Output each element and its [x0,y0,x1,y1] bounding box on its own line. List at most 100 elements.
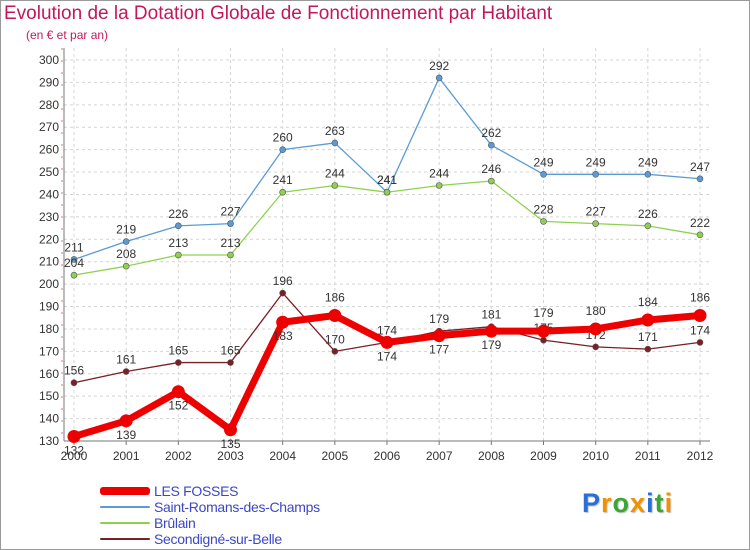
data-label: 179 [429,312,449,326]
data-label: 174 [690,323,710,337]
data-point [67,430,81,444]
data-point [70,379,78,387]
data-point [122,368,130,375]
data-label: 222 [690,216,710,230]
legend-swatch-brulain [100,522,150,524]
data-point [537,324,550,338]
data-point [227,251,234,259]
logo-letter: P [582,488,602,518]
chart-title: Evolution de la Dotation Globale de Fonc… [4,3,553,24]
data-label: 226 [638,207,658,221]
data-label: 246 [481,162,501,176]
logo-letter: i [664,488,674,518]
data-point [540,171,547,178]
data-point [592,343,599,351]
data-point [328,308,342,322]
data-label: 241 [377,173,397,187]
data-label: 181 [481,308,501,322]
legend-item-saint-romans: Saint-Romans-des-Champs [100,499,360,515]
data-label: 219 [116,223,136,237]
y-tick-label: 260 [39,143,59,157]
y-tick-label: 220 [39,232,59,246]
data-point [696,175,704,183]
data-point [227,359,234,366]
x-tick-label: 2002 [165,449,192,463]
data-point [641,313,655,327]
y-tick-label: 270 [39,120,59,134]
data-point [171,385,185,399]
data-point [644,171,652,178]
data-label: 165 [220,344,240,358]
chart-legend: LES FOSSES Saint-Romans-des-Champs Brûla… [100,483,360,547]
data-label: 161 [116,353,136,367]
data-label: 186 [325,290,345,304]
chart-subtitle: (en € et par an) [26,28,109,42]
data-label: 132 [64,444,84,458]
data-label: 213 [168,236,188,250]
x-tick-label: 2009 [530,449,557,463]
data-point [484,324,498,338]
data-label: 249 [533,155,553,169]
y-tick-label: 230 [39,210,59,224]
data-label: 226 [168,207,188,221]
x-tick-label: 2000 [61,449,88,463]
y-tick-label: 300 [39,53,59,67]
data-point [432,329,446,343]
data-point [122,238,130,245]
x-tick-label: 2003 [217,449,244,463]
data-point [540,336,547,344]
data-point [175,222,182,230]
data-point [380,335,394,349]
data-label: 156 [64,364,84,378]
data-label: 183 [273,329,293,343]
data-label: 241 [273,173,293,187]
data-point [331,182,339,189]
legend-swatch-secondigne [100,538,150,540]
data-point [70,256,78,263]
data-point [592,220,599,227]
data-label: 244 [429,167,449,181]
data-label: 227 [586,205,606,219]
data-label: 249 [586,155,606,169]
y-tick-label: 200 [39,277,59,291]
data-label: 152 [168,399,188,413]
x-tick-label: 2007 [426,449,453,463]
data-point [122,262,130,270]
y-tick-label: 190 [39,300,59,314]
legend-swatch-saint-romans [100,506,150,508]
x-tick-label: 2001 [113,449,140,463]
data-label: 171 [638,330,658,344]
data-label: 211 [64,240,83,254]
data-point [331,139,339,147]
data-point [696,339,704,346]
data-point [383,188,391,196]
data-point [279,188,286,196]
data-label: 241 [377,173,397,187]
y-tick-label: 290 [39,75,59,89]
data-point [488,141,495,149]
logo-letter: r [601,488,613,518]
x-tick-label: 2011 [635,449,661,463]
legend-label-secondigne: Secondigné-sur-Belle [154,531,282,547]
y-tick-label: 130 [39,434,59,448]
data-point [435,74,443,82]
data-label: 139 [116,428,136,442]
data-point [279,146,286,153]
data-label: 179 [533,306,553,320]
data-point [224,423,237,437]
data-label: 213 [220,236,240,250]
data-point [175,359,182,366]
y-tick-label: 160 [39,367,59,381]
data-label: 179 [481,338,501,352]
logo-letter: i [646,488,655,518]
y-tick-label: 170 [39,344,59,358]
data-point [276,315,290,329]
data-point [227,220,234,227]
data-label: 249 [638,155,658,169]
data-label: 184 [638,295,658,309]
logo-letter: t [654,488,665,518]
data-point [175,251,182,259]
data-label: 165 [168,344,188,358]
data-point [644,222,652,230]
legend-item-les-fosses: LES FOSSES [100,483,360,499]
